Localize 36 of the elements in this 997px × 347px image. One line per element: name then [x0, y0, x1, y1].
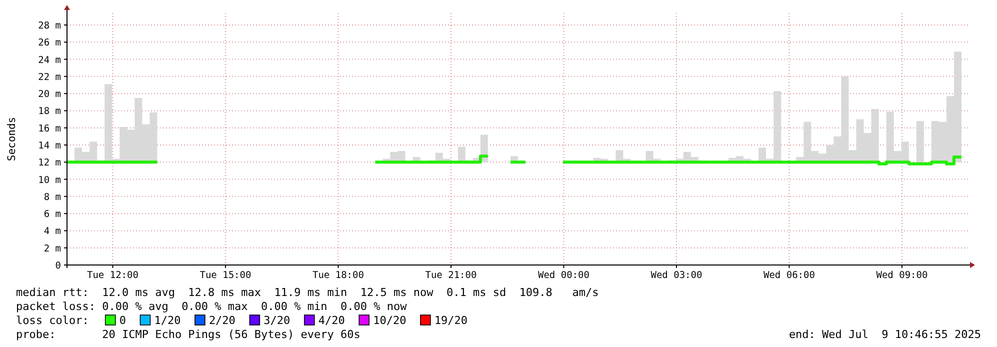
y-tick-label: 2 m — [44, 243, 62, 254]
x-tick-label: Tue 12:00 — [86, 270, 139, 281]
text: 2/20 — [208, 314, 236, 327]
y-tick-label: 8 m — [44, 192, 62, 203]
y-tick-label: 14 m — [38, 140, 62, 152]
x-tick-label: Tue 15:00 — [200, 270, 252, 281]
x-tick-label: Wed 03:00 — [650, 270, 702, 281]
text: 1/20 — [154, 314, 181, 327]
x-tick-label: Wed 00:00 — [538, 270, 590, 281]
x-tick-label: Wed 09:00 — [876, 270, 928, 281]
y-tick-label: 28 m — [38, 20, 62, 32]
y-tick-label: 22 m — [38, 72, 62, 83]
y-tick-label: 26 m — [38, 38, 62, 49]
y-tick-label: 10 m — [38, 174, 62, 186]
text: 10/20 — [373, 314, 406, 327]
y-tick-label: 18 m — [38, 106, 62, 118]
y-tick-label: 0 — [55, 260, 62, 272]
text: end: Wed Jul 9 10:46:55 2025 — [788, 328, 981, 341]
text: median rtt: 12.0 ms avg 12.8 ms max 11.9 ms min 12.5 ms now 0.1 ms sd 109.8 am/s — [16, 286, 599, 299]
x-tick-label: Tue 18:00 — [312, 270, 364, 281]
y-tick-label: 16 m — [38, 123, 62, 134]
x-tick-label: Wed 06:00 — [763, 270, 816, 281]
y-tick-label: 24 m — [38, 54, 62, 66]
text: loss color: — [16, 314, 89, 327]
y-axis-title: Seconds — [6, 116, 18, 162]
y-tick-label: 6 m — [44, 209, 62, 220]
text: probe: 20 ICMP Echo Pings (56 Bytes) every 60s — [16, 328, 360, 341]
text: packet loss: 0.00 % avg 0.00 % max 0.00 % min 0.00 % now — [16, 300, 408, 313]
text: 3/20 — [264, 314, 290, 327]
y-tick-label: 12 m — [38, 158, 62, 169]
y-tick-label: 20 m — [38, 89, 62, 100]
text: 19/20 — [434, 314, 468, 327]
text: 0 — [119, 314, 126, 327]
text: 4/20 — [318, 314, 345, 327]
x-tick-label: Tue 21:00 — [425, 270, 477, 281]
y-tick-label: 4 m — [44, 226, 62, 238]
